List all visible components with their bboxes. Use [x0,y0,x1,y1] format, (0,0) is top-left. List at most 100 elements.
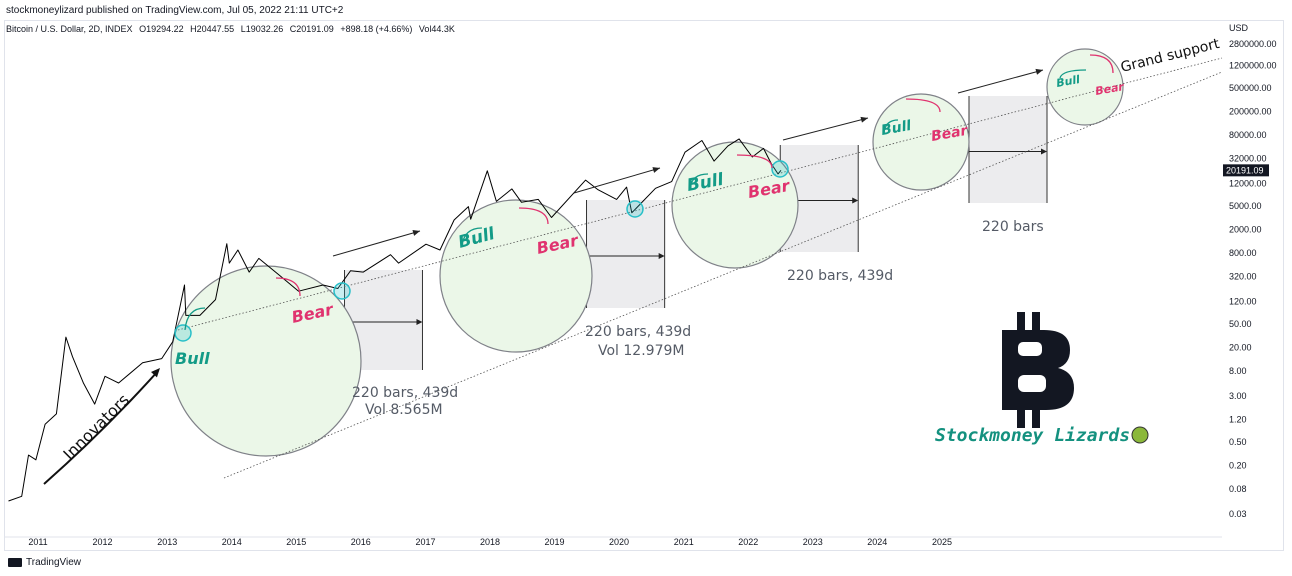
y-tick-label: 500000.00 [1229,83,1272,93]
x-tick-label: 2013 [157,537,177,547]
cycle-marker [626,200,644,218]
y-tick-label: 3.00 [1229,391,1247,401]
cycle-marker [771,160,789,178]
y-tick-label: 320.00 [1229,272,1257,282]
x-tick-label: 2014 [222,537,242,547]
trend-arrow-head [412,230,420,236]
bar-count-note: 220 bars, 439d [352,385,458,401]
x-tick-label: 2018 [480,537,500,547]
volume-note: Vol 12.979M [598,343,684,359]
lizard-icon [1131,426,1149,444]
trend-arrow-head [1035,68,1043,75]
bitcoin-logo-icon [1002,312,1074,428]
publish-info: stockmoneylizard published on TradingVie… [6,5,344,16]
price-series-line [8,138,782,502]
x-tick-label: 2021 [674,537,694,547]
y-tick-label: 50.00 [1229,319,1252,329]
close-value: C20191.09 [289,24,334,34]
trend-arrow-head [652,167,660,173]
cycle-circle [170,265,362,457]
bear-arrow [1089,54,1114,74]
bear-arrow [736,154,773,169]
bear-arrow [518,207,549,225]
y-tick-label: 120.00 [1229,297,1257,307]
last-price-label: 20191.09 [1226,165,1264,175]
y-tick-label: 2000.00 [1229,225,1262,235]
tradingview-logo-icon [8,558,22,567]
y-axis-unit: USD [1229,23,1249,33]
x-tick-label: 2023 [803,537,823,547]
chart-frame [4,20,1284,551]
y-tick-label: 2800000.00 [1229,39,1277,49]
volume-note: Vol 8.565M [365,402,443,418]
brand-label: Stockmoney Lizards [935,425,1130,446]
volume-value: Vol44.3K [418,24,455,34]
trend-arrow [957,69,1044,94]
cycle-circle [439,199,593,353]
y-tick-label: 800.00 [1229,248,1257,258]
x-tick-label: 2012 [93,537,113,547]
range-arrow-head [852,197,859,204]
bull-label: Bull [175,349,210,368]
symbol-info: Bitcoin / U.S. Dollar, 2D, INDEX O19294.… [6,24,459,34]
bull-arrow [1059,69,1087,79]
x-tick-label: 2016 [351,537,371,547]
open-value: O19294.22 [139,24,184,34]
cycle-circle [872,93,970,191]
cycle-circle [1046,48,1124,126]
bull-arrow [184,307,206,331]
x-tick-label: 2019 [545,537,565,547]
lower-support-line [223,71,1223,479]
y-tick-label: 1.20 [1229,415,1247,425]
x-tick-label: 2011 [28,537,47,547]
trend-arrow [332,230,421,257]
y-tick-label: 32000.00 [1229,154,1267,164]
x-tick-label: 2022 [738,537,758,547]
bull-label: Bull [1055,73,1081,90]
tradingview-brand: TradingView [26,557,82,568]
bull-arrow [883,119,899,133]
bar-count-note: 220 bars [982,219,1044,235]
grand-support-line [177,57,1223,331]
bear-label: Bear [1094,80,1125,98]
x-tick-label: 2024 [867,537,887,547]
cycle-marker [333,282,351,300]
low-value: L19032.26 [240,24,284,34]
range-box [586,200,665,308]
cycle-marker [174,324,192,342]
x-tick-label: 2017 [415,537,435,547]
y-tick-label: 12000.00 [1229,179,1267,189]
bull-arrow [461,227,483,247]
bar-count-note: 220 bars, 439d [585,324,691,340]
y-tick-label: 200000.00 [1229,107,1272,117]
y-tick-label: 80000.00 [1229,130,1267,140]
range-arrow-head [416,319,423,325]
y-tick-label: 1200000.00 [1229,61,1277,71]
y-tick-label: 0.50 [1229,437,1247,447]
innovators-arrow-head [151,368,160,378]
x-tick-label: 2020 [609,537,629,547]
range-arrow-head [1041,148,1047,155]
y-tick-label: 0.20 [1229,460,1247,470]
y-tick-label: 0.03 [1229,509,1247,519]
last-price-badge [1223,164,1269,177]
tradingview-footer: TradingView [8,557,81,568]
y-tick-label: 8.00 [1229,366,1247,376]
x-tick-label: 2015 [286,537,306,547]
grand-support-label: Grand support [1119,36,1222,76]
trend-arrow [782,117,869,141]
bear-arrow [905,98,941,113]
y-tick-label: 20.00 [1229,343,1252,353]
x-tick-label: 2025 [932,537,952,547]
range-arrow-head [658,253,665,259]
change-value: +898.18 (+4.66%) [340,24,413,34]
innovators-arrow [43,370,159,485]
trend-arrow-head [860,116,868,123]
symbol-name: Bitcoin / U.S. Dollar, 2D, INDEX [6,24,133,34]
range-box [969,96,1047,203]
high-value: H20447.55 [190,24,235,34]
bear-arrow [275,277,301,297]
bar-count-note: 220 bars, 439d [787,268,893,284]
y-tick-label: 5000.00 [1229,201,1262,211]
